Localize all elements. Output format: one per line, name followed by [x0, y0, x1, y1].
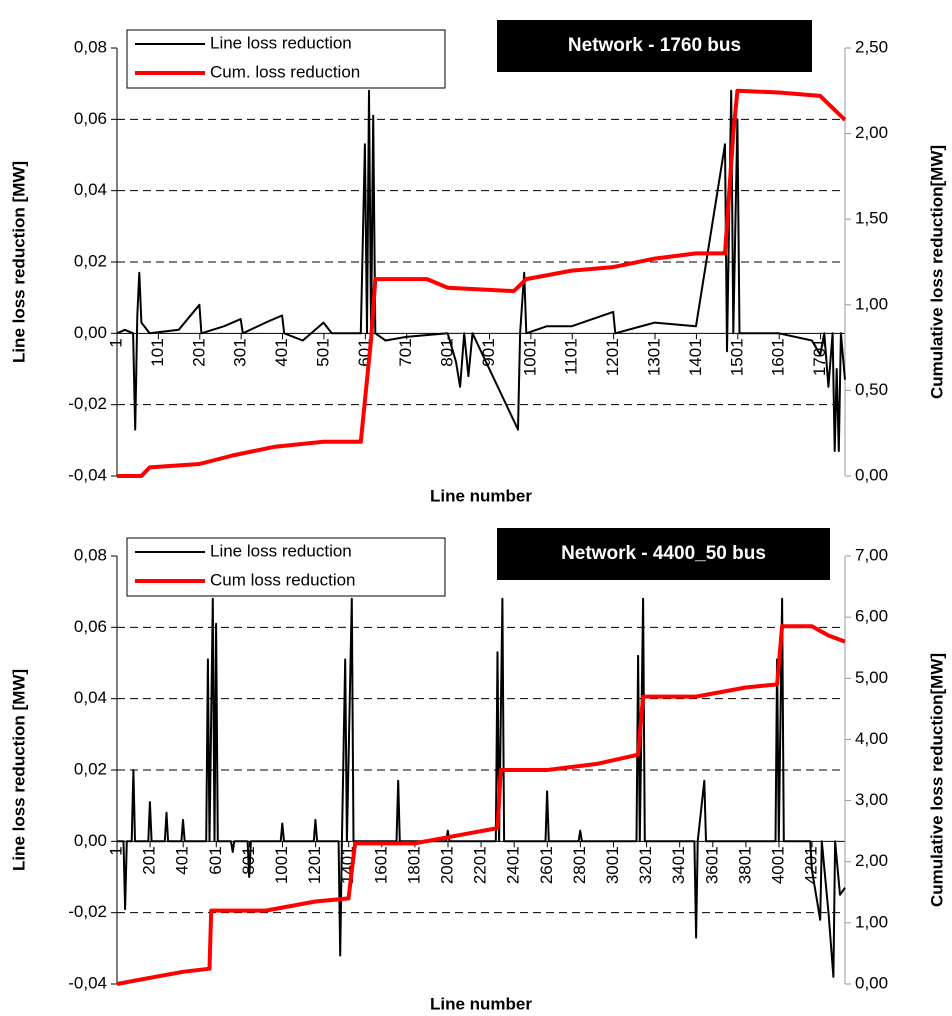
legend-box	[126, 537, 446, 597]
x-tick-label: 1601	[371, 846, 390, 884]
y-tick-label: -0,04	[68, 465, 107, 484]
y2-tick-label: 1,00	[855, 912, 888, 931]
x-tick-label: 1	[106, 846, 125, 855]
y-tick-label: 0,06	[74, 109, 107, 128]
y2-tick-label: 2,00	[855, 851, 888, 870]
y2-tick-label: 1,50	[855, 209, 888, 228]
x-tick-label: 1001	[272, 846, 291, 884]
x-tick-label: 1	[106, 338, 125, 347]
y-tick-label: 0,08	[74, 545, 107, 564]
x-tick-label: 301	[231, 338, 250, 366]
y-tick-label: 0,02	[74, 251, 107, 270]
legend-label: Cum loss reduction	[210, 570, 356, 589]
x-tick-label: 1001	[520, 338, 539, 376]
x-tick-label: 401	[173, 846, 192, 874]
x-tick-label: 1501	[727, 338, 746, 376]
x-tick-label: 3401	[669, 846, 688, 884]
x-tick-label: 2201	[471, 846, 490, 884]
x-tick-label: 1201	[603, 338, 622, 376]
x-tick-label: 1301	[645, 338, 664, 376]
x-tick-label: 3001	[603, 846, 622, 884]
y2-axis-label: Cumulative loss reduction[MW]	[927, 653, 946, 907]
y-tick-label: -0,04	[68, 973, 107, 992]
y2-tick-label: 2,50	[855, 37, 888, 56]
y2-tick-label: 7,00	[855, 545, 888, 564]
y-tick-label: 0,04	[74, 688, 107, 707]
x-tick-label: 3201	[636, 846, 655, 884]
x-tick-label: 2801	[570, 846, 589, 884]
y2-tick-label: 2,00	[855, 123, 888, 142]
y-tick-label: 0,08	[74, 37, 107, 56]
y-axis-label: Line loss reduction [MW]	[9, 161, 28, 363]
y2-tick-label: 0,50	[855, 380, 888, 399]
x-tick-label: 201	[189, 338, 208, 366]
y-tick-label: 0,06	[74, 617, 107, 636]
x-tick-label: 3601	[702, 846, 721, 884]
x-tick-label: 2401	[504, 846, 523, 884]
legend-label: Line loss reduction	[210, 541, 352, 560]
series-line	[116, 89, 846, 452]
x-tick-label: 3801	[735, 846, 754, 884]
y2-tick-label: 4,00	[855, 729, 888, 748]
x-tick-label: 701	[396, 338, 415, 366]
y2-tick-label: 0,00	[855, 973, 888, 992]
x-tick-label: 4001	[768, 846, 787, 884]
chart-title: Network - 4400_50 bus	[561, 543, 766, 564]
y2-tick-label: 1,00	[855, 294, 888, 313]
x-tick-label: 601	[206, 846, 225, 874]
series-line	[117, 88, 847, 478]
y2-tick-label: 6,00	[855, 607, 888, 626]
series-line	[117, 597, 846, 978]
y-tick-label: 0,04	[74, 180, 107, 199]
y2-tick-label: 0,00	[855, 465, 888, 484]
x-tick-label: 201	[140, 846, 159, 874]
series-line	[116, 624, 846, 986]
y-tick-label: -0,02	[68, 394, 107, 413]
x-tick-label: 1601	[769, 338, 788, 376]
x-tick-label: 501	[313, 338, 332, 366]
x-tick-label: 1101	[562, 338, 581, 375]
y-tick-label: -0,02	[68, 902, 107, 921]
y-tick-label: 0,02	[74, 759, 107, 778]
chart-title: Network - 1760 bus	[568, 35, 741, 56]
y-tick-label: 0,00	[74, 323, 107, 342]
x-tick-label: 1201	[305, 846, 324, 884]
y2-axis-label: Cumulative loss reduction[MW]	[927, 145, 946, 399]
x-axis-label: Line number	[430, 486, 532, 505]
x-tick-label: 1401	[686, 338, 705, 376]
x-tick-label: 1701	[810, 338, 829, 376]
title-box	[497, 528, 830, 580]
x-tick-label: 401	[272, 338, 291, 366]
legend-label: Cum. loss reduction	[210, 62, 360, 81]
legend-label: Line loss reduction	[210, 33, 352, 52]
x-axis-label: Line number	[430, 994, 532, 1013]
x-tick-label: 901	[479, 338, 498, 366]
x-tick-label: 2001	[437, 846, 456, 884]
title-box	[497, 20, 812, 72]
x-tick-label: 101	[148, 338, 167, 366]
y2-tick-label: 5,00	[855, 668, 888, 687]
x-tick-label: 1801	[404, 846, 423, 884]
y-tick-label: 0,00	[74, 831, 107, 850]
legend-box	[126, 29, 446, 89]
y2-tick-label: 3,00	[855, 790, 888, 809]
y-axis-label: Line loss reduction [MW]	[9, 669, 28, 871]
x-tick-label: 2601	[537, 846, 556, 884]
